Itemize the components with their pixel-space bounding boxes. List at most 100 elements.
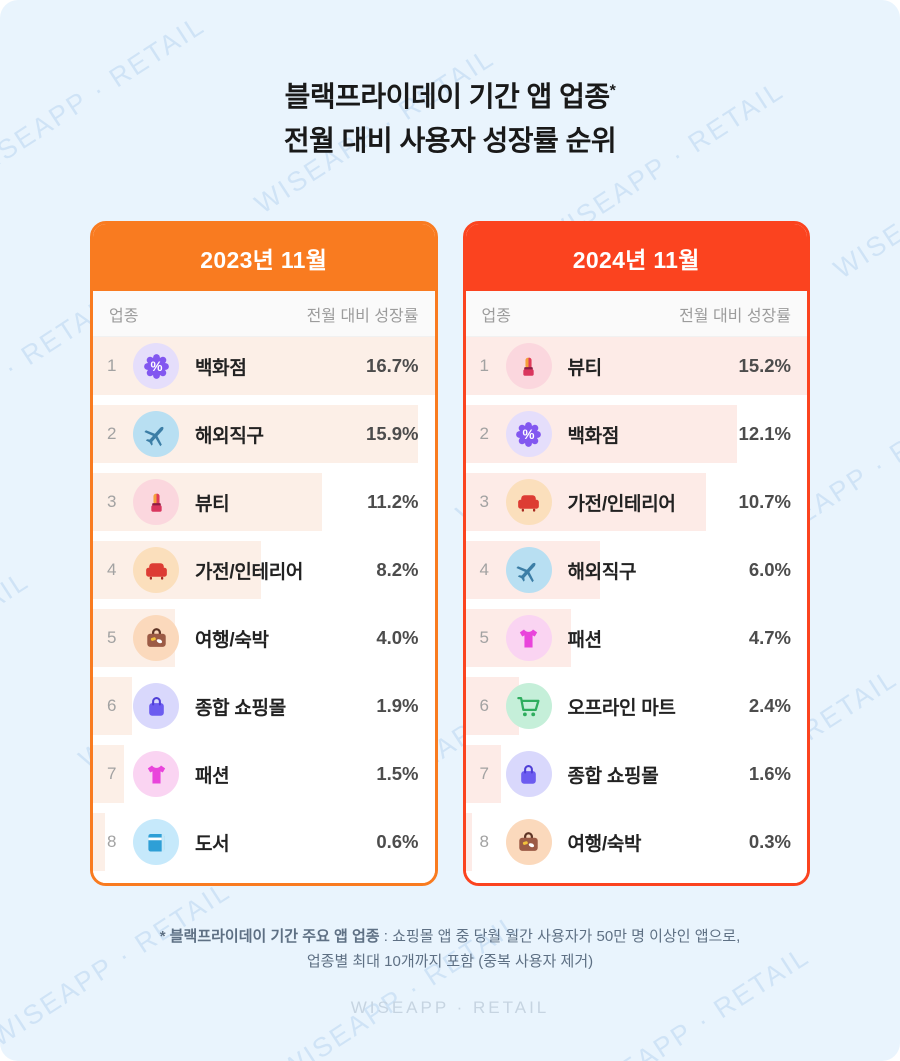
tshirt-icon: [505, 615, 552, 662]
growth-value: 15.2%: [738, 355, 791, 377]
svg-text:%: %: [150, 359, 162, 374]
rank-number: 5: [479, 628, 489, 648]
rank-number: 3: [479, 492, 489, 512]
category-name: 뷰티: [567, 357, 603, 379]
growth-bar: [93, 677, 132, 736]
card-2023-11: 2023년 11월 업종 전월 대비 성장률 1 % 백화점 16.7% 2 해…: [90, 221, 438, 887]
title-asterisk: *: [609, 83, 616, 100]
card-title: 2024년 11월: [572, 246, 700, 273]
category-name: 종합 쇼핑몰: [567, 765, 659, 787]
suitcase-icon: [505, 819, 552, 866]
rank-row: 7 패션 1.5%: [93, 745, 435, 804]
card-2024-11: 2024년 11월 업종 전월 대비 성장률 1 뷰티 15.2% 2 % 백화…: [462, 221, 810, 887]
rank-row: 6 오프라인 마트 2.4%: [465, 677, 808, 736]
growth-value: 2.4%: [748, 695, 791, 717]
book-icon: [133, 819, 179, 866]
category-name: 여행/숙박: [195, 629, 269, 651]
ranking-rows: 1 뷰티 15.2% 2 % 백화점 12.1% 3 가전/인테리어 10.7%…: [465, 337, 808, 884]
svg-text:%: %: [522, 427, 534, 442]
growth-value: 15.9%: [366, 423, 419, 445]
column-category-label: 업종: [481, 307, 511, 325]
percent-badge-icon: %: [133, 343, 179, 390]
suitcase-icon: [133, 615, 179, 662]
column-header-row: 업종 전월 대비 성장률: [465, 291, 807, 338]
category-name: 여행/숙박: [567, 833, 642, 855]
lipstick-icon: [505, 343, 552, 390]
card-header-2023: 2023년 11월: [93, 224, 435, 292]
rank-row: 2 % 백화점 12.1%: [465, 405, 808, 464]
footnote-rest: : 쇼핑몰 앱 중 당월 월간 사용자가 50만 명 이상인 앱으로,: [379, 928, 741, 946]
growth-value: 0.6%: [376, 831, 419, 853]
rank-number: 7: [107, 764, 117, 784]
category-name: 해외직구: [567, 561, 637, 583]
category-name: 오프라인 마트: [567, 697, 676, 719]
growth-value: 16.7%: [366, 355, 419, 377]
growth-bar: [93, 745, 124, 804]
rank-row: 6 종합 쇼핑몰 1.9%: [93, 677, 435, 736]
growth-value: 12.1%: [738, 423, 791, 445]
rank-row: 3 가전/인테리어 10.7%: [465, 473, 808, 532]
growth-value: 1.9%: [376, 695, 419, 717]
rank-number: 5: [107, 628, 117, 648]
category-name: 가전/인테리어: [195, 561, 304, 583]
category-name: 가전/인테리어: [567, 493, 676, 515]
rank-row: 1 뷰티 15.2%: [465, 337, 807, 396]
rank-number: 7: [479, 764, 489, 784]
rank-number: 6: [107, 696, 117, 716]
growth-bar: [465, 813, 473, 872]
title-line2: 전월 대비 사용자 성장률 순위: [283, 125, 617, 157]
sofa-icon: [505, 479, 552, 526]
footnote-line2: 업종별 최대 10개까지 포함 (중복 사용자 제거): [306, 953, 594, 971]
rank-row: 8 도서 0.6%: [93, 813, 435, 872]
airplane-icon: [505, 547, 552, 594]
shopping-bag-icon: [133, 683, 179, 730]
growth-value: 1.5%: [376, 763, 419, 785]
rank-number: 2: [107, 424, 117, 444]
rank-row: 4 가전/인테리어 8.2%: [93, 541, 435, 600]
column-header-row: 업종 전월 대비 성장률: [93, 291, 435, 338]
category-name: 패션: [195, 765, 230, 787]
rank-row: 7 종합 쇼핑몰 1.6%: [465, 745, 808, 804]
rank-row: 2 해외직구 15.9%: [93, 405, 435, 464]
category-name: 뷰티: [195, 493, 230, 515]
footnote: * 블랙프라이데이 기간 주요 앱 업종 : 쇼핑몰 앱 중 당월 월간 사용자…: [40, 924, 860, 974]
category-name: 백화점: [195, 357, 247, 379]
page-title: 블랙프라이데이 기간 앱 업종* 전월 대비 사용자 성장률 순위: [0, 0, 900, 163]
column-growth-label: 전월 대비 성장률: [679, 307, 791, 325]
percent-badge-icon: %: [505, 411, 552, 458]
column-growth-label: 전월 대비 성장률: [306, 307, 419, 325]
footnote-bold: * 블랙프라이데이 기간 주요 앱 업종: [159, 928, 380, 946]
title-line1: 블랙프라이데이 기간 앱 업종*: [284, 81, 616, 113]
rank-number: 8: [107, 832, 117, 852]
airplane-icon: [133, 411, 179, 458]
rank-row: 4 해외직구 6.0%: [465, 541, 808, 600]
category-name: 종합 쇼핑몰: [195, 697, 286, 719]
category-name: 도서: [195, 833, 230, 855]
card-title: 2023년 11월: [200, 246, 328, 273]
tshirt-icon: [133, 751, 179, 798]
cart-icon: [505, 683, 552, 730]
growth-value: 0.3%: [748, 831, 791, 853]
rank-row: 3 뷰티 11.2%: [93, 473, 435, 532]
column-category-label: 업종: [109, 307, 139, 325]
rank-number: 8: [479, 832, 489, 852]
growth-value: 11.2%: [367, 491, 419, 513]
growth-value: 8.2%: [376, 559, 419, 581]
wiseapp-retail-logo: WISEAPP · RETAIL: [350, 998, 550, 1018]
growth-bar: [465, 745, 502, 804]
ranking-cards: 2023년 11월 업종 전월 대비 성장률 1 % 백화점 16.7% 2 해…: [90, 221, 810, 887]
rank-number: 2: [479, 424, 489, 444]
growth-value: 10.7%: [738, 491, 791, 513]
rank-number: 4: [479, 560, 489, 580]
growth-value: 4.7%: [748, 627, 791, 649]
rank-number: 3: [107, 492, 117, 512]
card-header-2024: 2024년 11월: [465, 224, 807, 292]
rank-number: 6: [479, 696, 489, 716]
rank-number: 4: [107, 560, 117, 580]
rank-row: 8 여행/숙박 0.3%: [465, 813, 808, 872]
growth-value: 6.0%: [748, 559, 791, 581]
rank-row: 5 패션 4.7%: [465, 609, 808, 668]
category-name: 패션: [567, 629, 603, 651]
category-name: 해외직구: [195, 425, 264, 447]
